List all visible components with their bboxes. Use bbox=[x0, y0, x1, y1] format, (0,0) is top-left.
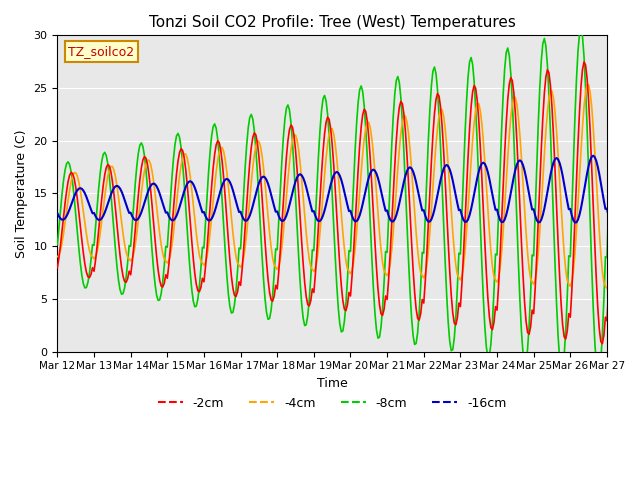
-16cm bbox=[92, 214, 99, 219]
-4cm bbox=[638, 286, 640, 291]
-8cm bbox=[54, 242, 61, 248]
-2cm bbox=[638, 318, 640, 324]
-4cm bbox=[355, 210, 362, 216]
-16cm bbox=[54, 210, 61, 216]
-4cm bbox=[557, 204, 565, 210]
-8cm bbox=[637, 299, 640, 305]
-16cm bbox=[74, 188, 81, 193]
-4cm bbox=[74, 173, 81, 179]
-4cm bbox=[54, 254, 61, 260]
-16cm bbox=[638, 206, 640, 212]
-16cm bbox=[470, 191, 478, 197]
-2cm bbox=[557, 301, 565, 307]
Line: -4cm: -4cm bbox=[58, 78, 640, 288]
-4cm bbox=[470, 120, 478, 126]
-8cm bbox=[470, 79, 478, 84]
-4cm bbox=[637, 281, 640, 287]
Legend: -2cm, -4cm, -8cm, -16cm: -2cm, -4cm, -8cm, -16cm bbox=[153, 392, 511, 415]
-4cm bbox=[92, 254, 99, 260]
-8cm bbox=[355, 100, 362, 106]
-8cm bbox=[638, 255, 640, 261]
X-axis label: Time: Time bbox=[317, 377, 348, 390]
Y-axis label: Soil Temperature (C): Soil Temperature (C) bbox=[15, 129, 28, 258]
-16cm bbox=[626, 151, 634, 156]
-2cm bbox=[635, 346, 640, 351]
-2cm bbox=[54, 265, 61, 271]
-8cm bbox=[92, 224, 99, 229]
Line: -8cm: -8cm bbox=[58, 20, 640, 382]
-8cm bbox=[614, 17, 621, 23]
Text: TZ_soilco2: TZ_soilco2 bbox=[68, 45, 134, 58]
-2cm bbox=[92, 257, 99, 263]
-16cm bbox=[637, 197, 640, 203]
-2cm bbox=[470, 83, 478, 88]
Title: Tonzi Soil CO2 Profile: Tree (West) Temperatures: Tonzi Soil CO2 Profile: Tree (West) Temp… bbox=[148, 15, 516, 30]
-4cm bbox=[603, 286, 611, 291]
-2cm bbox=[74, 195, 81, 201]
-16cm bbox=[355, 216, 362, 222]
-2cm bbox=[637, 337, 640, 343]
-2cm bbox=[355, 167, 362, 173]
Line: -2cm: -2cm bbox=[58, 54, 640, 348]
Line: -16cm: -16cm bbox=[58, 154, 640, 223]
-8cm bbox=[630, 379, 638, 385]
-8cm bbox=[74, 228, 81, 234]
-4cm bbox=[620, 75, 628, 81]
-8cm bbox=[557, 367, 565, 372]
-16cm bbox=[557, 166, 565, 171]
-16cm bbox=[607, 220, 615, 226]
-2cm bbox=[617, 51, 625, 57]
